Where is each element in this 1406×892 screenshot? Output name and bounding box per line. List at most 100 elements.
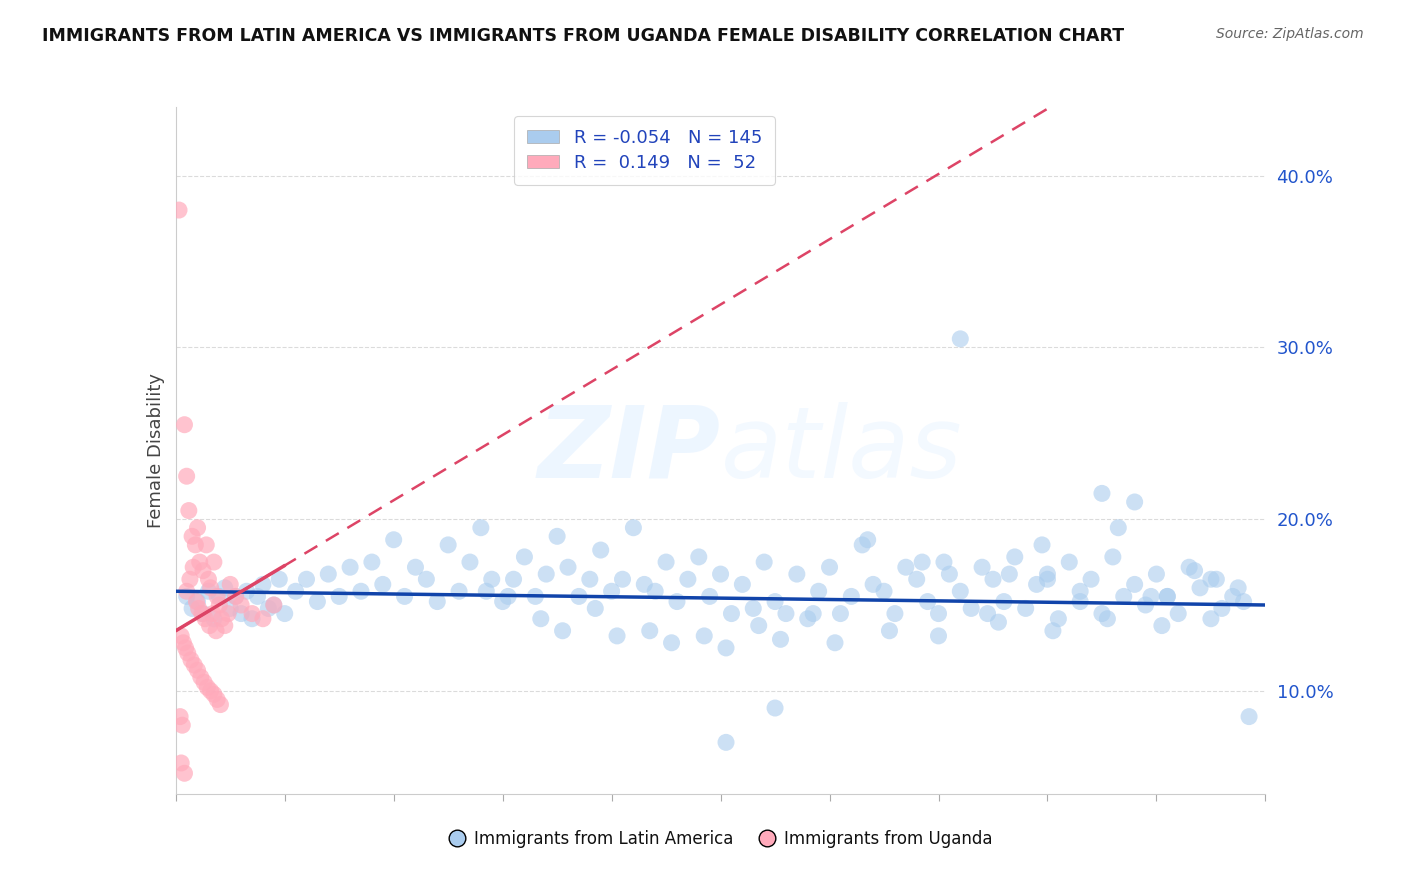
Point	[600, 584, 623, 599]
Point	[179, 572, 201, 586]
Point	[202, 555, 225, 569]
Point	[666, 594, 689, 608]
Point	[339, 560, 361, 574]
Point	[884, 607, 907, 621]
Point	[917, 594, 939, 608]
Point	[786, 567, 808, 582]
Point	[1227, 581, 1250, 595]
Point	[177, 646, 200, 660]
Point	[551, 624, 574, 638]
Point	[458, 555, 481, 569]
Point	[879, 624, 901, 638]
Point	[568, 590, 591, 604]
Point	[830, 607, 852, 621]
Point	[295, 572, 318, 586]
Point	[191, 607, 214, 621]
Point	[371, 577, 394, 591]
Point	[502, 572, 524, 586]
Point	[173, 417, 195, 432]
Point	[987, 615, 1010, 630]
Point	[191, 607, 214, 621]
Point	[524, 590, 547, 604]
Point	[1059, 555, 1081, 569]
Point	[894, 560, 917, 574]
Point	[1112, 590, 1135, 604]
Point	[583, 601, 606, 615]
Point	[1091, 607, 1114, 621]
Point	[818, 560, 841, 574]
Point	[231, 598, 253, 612]
Point	[186, 521, 209, 535]
Point	[195, 538, 218, 552]
Point	[606, 629, 628, 643]
Point	[240, 607, 263, 621]
Point	[748, 618, 770, 632]
Point	[998, 567, 1021, 582]
Point	[1135, 598, 1157, 612]
Point	[318, 567, 340, 582]
Point	[208, 590, 231, 604]
Point	[492, 594, 515, 608]
Point	[807, 584, 830, 599]
Point	[169, 709, 191, 723]
Point	[754, 555, 776, 569]
Point	[1156, 590, 1178, 604]
Point	[1031, 538, 1053, 552]
Point	[1237, 709, 1260, 723]
Point	[688, 549, 710, 564]
Point	[644, 584, 666, 599]
Point	[1233, 594, 1256, 608]
Point	[200, 683, 222, 698]
Text: IMMIGRANTS FROM LATIN AMERICA VS IMMIGRANTS FROM UGANDA FEMALE DISABILITY CORREL: IMMIGRANTS FROM LATIN AMERICA VS IMMIGRA…	[42, 27, 1125, 45]
Point	[475, 584, 498, 599]
Point	[1069, 594, 1091, 608]
Point	[949, 332, 972, 346]
Point	[972, 560, 994, 574]
Point	[214, 581, 236, 595]
Point	[546, 529, 568, 543]
Point	[193, 675, 215, 690]
Point	[172, 636, 194, 650]
Point	[1091, 486, 1114, 500]
Point	[194, 612, 217, 626]
Point	[231, 607, 253, 621]
Point	[932, 555, 955, 569]
Point	[470, 521, 492, 535]
Point	[714, 640, 737, 655]
Point	[496, 590, 519, 604]
Text: Source: ZipAtlas.com: Source: ZipAtlas.com	[1216, 27, 1364, 41]
Point	[763, 594, 786, 608]
Point	[235, 584, 257, 599]
Point	[1015, 601, 1038, 615]
Point	[190, 670, 212, 684]
Point	[1189, 581, 1212, 595]
Point	[1102, 549, 1125, 564]
Point	[938, 567, 960, 582]
Point	[198, 618, 221, 632]
Point	[186, 594, 208, 608]
Point	[172, 718, 194, 732]
Point	[1178, 560, 1201, 574]
Point	[710, 567, 733, 582]
Point	[928, 607, 950, 621]
Point	[1205, 572, 1227, 586]
Point	[530, 612, 553, 626]
Point	[621, 521, 644, 535]
Point	[1047, 612, 1070, 626]
Point	[197, 572, 219, 586]
Point	[167, 202, 190, 217]
Point	[447, 584, 470, 599]
Point	[1042, 624, 1064, 638]
Point	[1107, 521, 1129, 535]
Point	[188, 555, 211, 569]
Point	[174, 640, 197, 655]
Point	[742, 601, 765, 615]
Point	[851, 538, 873, 552]
Point	[217, 607, 239, 621]
Point	[993, 594, 1015, 608]
Point	[263, 598, 285, 612]
Point	[205, 692, 228, 706]
Point	[361, 555, 384, 569]
Legend: Immigrants from Latin America, Immigrants from Uganda: Immigrants from Latin America, Immigrant…	[443, 823, 998, 855]
Point	[841, 590, 863, 604]
